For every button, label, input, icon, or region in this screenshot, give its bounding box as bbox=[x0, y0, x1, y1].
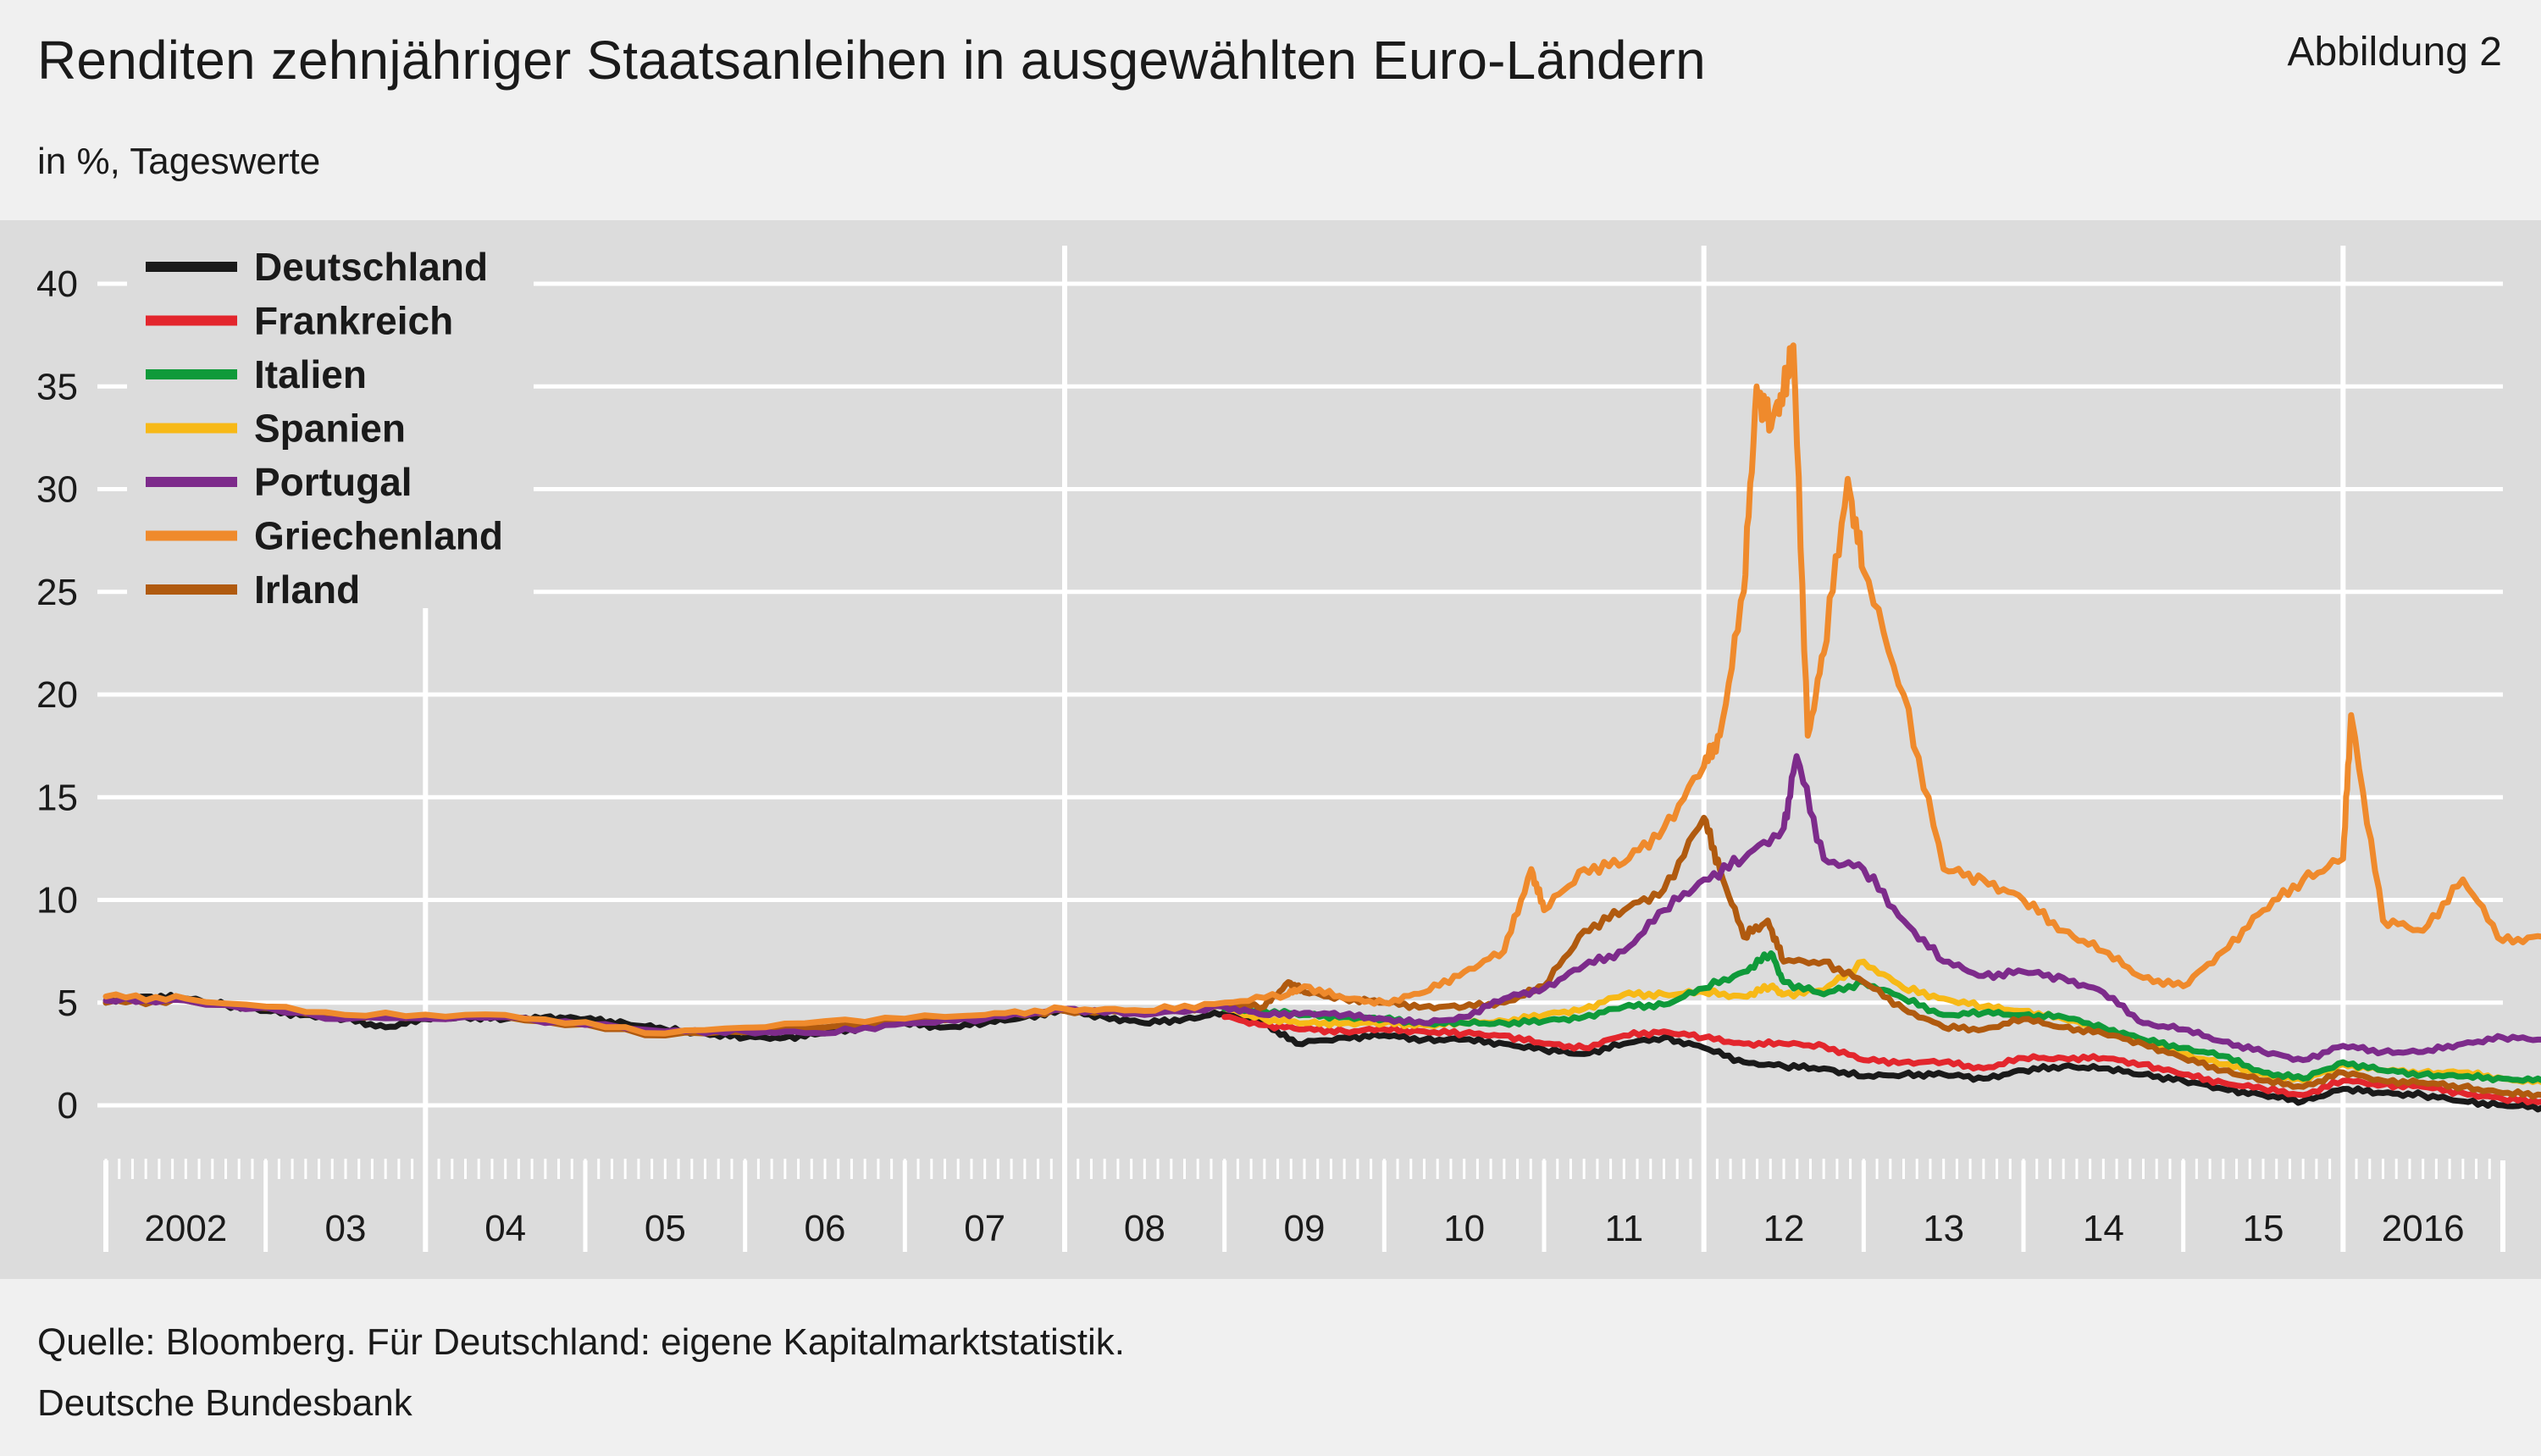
series-line-frankreich bbox=[1221, 1013, 2541, 1105]
legend-label: Portugal bbox=[254, 460, 412, 504]
x-tick-label: 07 bbox=[964, 1208, 1005, 1249]
x-tick-label: 15 bbox=[2243, 1208, 2284, 1249]
x-tick-label: 10 bbox=[1443, 1208, 1485, 1249]
legend-background bbox=[127, 235, 534, 608]
chart-subtitle: in %, Tageswerte bbox=[37, 141, 321, 182]
figure-label: Abbildung 2 bbox=[2287, 30, 2502, 75]
x-tick-label: 08 bbox=[1124, 1208, 1165, 1249]
x-tick-label: 04 bbox=[484, 1208, 526, 1249]
x-tick-label: 03 bbox=[325, 1208, 367, 1249]
x-tick-label: 13 bbox=[1923, 1208, 1964, 1249]
x-tick-label: 14 bbox=[2083, 1208, 2124, 1249]
y-axis: 0 5 10 15 20 25 30 35 40 bbox=[36, 263, 78, 1127]
x-tick-label: 06 bbox=[805, 1208, 846, 1249]
legend-label: Frankreich bbox=[254, 299, 453, 343]
y-tick-label: 15 bbox=[36, 777, 78, 818]
chart-panel: Deutschland Frankreich Italien Spanien Portu… bbox=[0, 220, 2541, 1279]
legend-label: Griechenland bbox=[254, 514, 503, 558]
series-line-irland bbox=[102, 815, 2541, 1100]
y-tick-label: 20 bbox=[36, 674, 78, 716]
y-tick-label: 5 bbox=[58, 983, 78, 1024]
series-line-portugal bbox=[102, 753, 2541, 1064]
x-axis: 2002 03 04 05 06 07 08 09 10 11 12 13 14 15 2016 bbox=[103, 1159, 2505, 1252]
line-chart: Deutschland Frankreich Italien Spanien Portu… bbox=[36, 235, 2541, 1252]
series-lines bbox=[102, 342, 2541, 1113]
y-tick-label: 35 bbox=[36, 366, 78, 407]
series-line-italien bbox=[1221, 950, 2541, 1084]
legend: Deutschland Frankreich Italien Spanien Portu… bbox=[127, 235, 534, 612]
y-tick-label: 40 bbox=[36, 263, 78, 305]
x-tick-label: 05 bbox=[645, 1208, 686, 1249]
x-tick-label: 2016 bbox=[2382, 1208, 2465, 1249]
x-tick-label: 2002 bbox=[144, 1208, 227, 1249]
year-markers bbox=[423, 246, 2346, 1252]
series-line-griechenland bbox=[102, 342, 2541, 1037]
y-tick-label: 30 bbox=[36, 469, 78, 511]
publisher-note: Deutsche Bundesbank bbox=[37, 1382, 412, 1424]
x-tick-label: 09 bbox=[1284, 1208, 1326, 1249]
y-tick-label: 0 bbox=[58, 1085, 78, 1127]
legend-label: Italien bbox=[254, 352, 367, 396]
y-tick-label: 10 bbox=[36, 880, 78, 922]
legend-label: Irland bbox=[254, 567, 360, 612]
legend-label: Deutschland bbox=[254, 245, 488, 289]
legend-label: Spanien bbox=[254, 407, 406, 451]
x-tick-label: 12 bbox=[1763, 1208, 1805, 1249]
source-note: Quelle: Bloomberg. Für Deutschland: eige… bbox=[37, 1321, 1125, 1363]
y-tick-label: 25 bbox=[36, 572, 78, 613]
chart-title: Renditen zehnjähriger Staatsanleihen in … bbox=[37, 30, 1706, 91]
x-tick-label: 11 bbox=[1604, 1208, 1643, 1249]
